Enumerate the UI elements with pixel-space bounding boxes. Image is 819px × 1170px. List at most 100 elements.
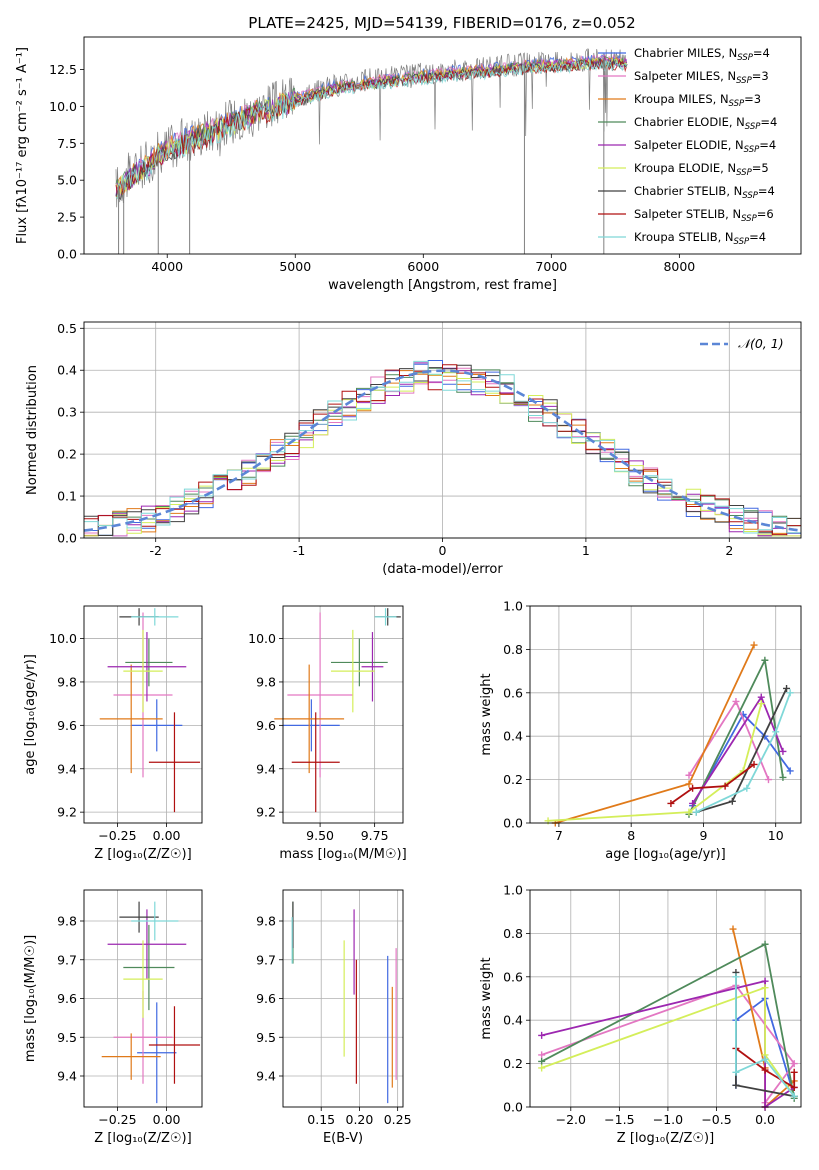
y-tick-label: 9.8 [57,914,77,929]
y-tick-label: 0.2 [503,772,523,787]
y-tick-label: 0.6 [503,685,523,700]
y-tick-label: 0.4 [57,363,77,378]
weight-marker [764,776,772,784]
y-tick-label: 9.4 [57,761,77,776]
legend-entry-count: =3 [744,92,761,106]
x-tick-label: -1 [293,543,305,558]
x-axis-label: (data-model)/error [382,562,503,577]
y-tick-label: 0.0 [57,531,77,546]
weight-marker [790,1092,798,1100]
y-axis-label: Normed distribution [25,365,40,495]
weight-series-line [735,976,795,1097]
legend-entry: Chabrier STELIB, NSSP=4 [634,184,775,201]
x-axis-label: E(B-V) [323,1131,363,1146]
x-tick-label: −1.0 [653,1112,683,1127]
x-tick-label: 5000 [279,259,311,274]
x-axis-label: age [log₁₀(age/yr)] [605,847,726,862]
legend-entry: Kroupa ELODIE, NSSP=5 [634,161,769,178]
y-tick-label: 7.5 [57,136,77,151]
x-tick-label: 8 [627,828,635,843]
legend-entry-name: Kroupa MILES, N [634,92,729,106]
weight-series-line [695,692,792,813]
weight-marker [728,797,736,805]
legend-entry: Salpeter ELODIE, NSSP=4 [634,138,776,155]
x-tick-label: 0.00 [153,828,181,843]
axes-weight_vs_Z [526,889,802,1111]
x-tick-label: 0.25 [384,1112,412,1127]
legend-entry-subscript: SSP [745,122,761,132]
weight-marker [685,771,693,779]
legend-entry-name: Salpeter STELIB, N [634,207,741,221]
x-tick-label: 9.50 [306,828,334,843]
axes-frame [83,36,802,255]
legend-entry: Salpeter MILES, NSSP=3 [634,69,769,86]
legend-entry-subscript: SSP [736,168,752,178]
legend-entry-count: =4 [749,230,766,244]
weight-marker [757,700,765,708]
y-axis-label: mass [log₁₀(M/M☉)] [23,935,38,1062]
y-tick-label: 0.5 [57,321,77,336]
axes-mass_vs_ebv [279,889,404,1111]
axes-frame [282,889,404,1108]
y-tick-label: 0.0 [503,1100,523,1115]
weight-marker [692,808,700,816]
legend-entry-count: =4 [760,115,777,129]
axes-residuals: 𝒩(0, 1) [80,321,802,542]
x-tick-label: 0.0 [755,1112,775,1127]
weight-series-line [691,713,791,807]
y-tick-label: 9.8 [256,914,276,929]
weight-marker [732,1068,740,1076]
y-tick-label: 0.2 [57,447,77,462]
weight-marker [732,1081,740,1089]
x-axis-label: Z [log₁₀(Z/Z☉)] [94,1131,191,1146]
x-tick-label: 6000 [407,259,439,274]
x-tick-label: 0 [439,543,447,558]
legend-entry-name: Chabrier ELODIE, N [634,115,745,129]
y-tick-label: 0.0 [503,816,523,831]
legend-entry: Salpeter STELIB, NSSP=6 [634,207,774,224]
x-axis-label: wavelength [Angstrom, rest frame] [328,278,557,293]
y-axis-label: mass weight [479,957,494,1039]
x-tick-label: 0.15 [307,1112,335,1127]
y-tick-label: 5.0 [57,173,77,188]
legend-entry-subscript: SSP [729,99,745,109]
x-axis-label: Z [log₁₀(Z/Z☉)] [94,847,191,862]
weight-marker [790,1060,798,1068]
x-tick-label: 7 [555,828,563,843]
normal-curve [83,369,802,532]
axes-frame [83,889,203,1108]
legend-entry-count: =5 [752,161,769,175]
y-tick-label: 9.6 [57,718,77,733]
legend-entry: Chabrier ELODIE, NSSP=4 [634,115,777,132]
weight-marker [761,977,769,985]
y-tick-label: 9.5 [256,1030,276,1045]
legend-entry-name: Chabrier MILES, N [634,46,737,60]
x-tick-label: 4000 [151,259,183,274]
weight-marker [685,780,693,788]
y-tick-label: 10.0 [49,631,77,646]
weight-marker [750,760,758,768]
y-tick-label: 0.0 [57,247,77,262]
y-tick-label: 1.0 [503,883,523,898]
x-tick-label: 2 [725,543,733,558]
y-tick-label: 2.5 [57,210,77,225]
legend-entry-subscript: SSP [734,237,750,247]
legend-entry-name: Salpeter MILES, N [634,69,736,83]
legend-entry-name: Kroupa ELODIE, N [634,161,736,175]
legend-entry: 𝒩(0, 1) [738,336,784,351]
y-axis-label: age [log₁₀(age/yr)] [23,654,38,775]
x-tick-label: 1 [582,543,590,558]
weight-marker [772,728,780,736]
figure-title: PLATE=2425, MJD=54139, FIBERID=0176, z=0… [248,14,635,32]
weight-marker [743,784,751,792]
weight-marker [538,1064,546,1072]
axes-frame [282,605,404,824]
y-tick-label: 12.5 [49,62,77,77]
x-tick-label: −0.25 [98,1112,136,1127]
y-tick-label: 9.4 [256,1069,276,1084]
weight-marker [729,925,737,933]
axes-mass_vs_Z [80,889,203,1111]
y-axis-label: Flux [fλ10⁻¹⁷ erg cm⁻² s⁻¹ A⁻¹] [15,47,30,244]
weight-marker [786,689,794,697]
